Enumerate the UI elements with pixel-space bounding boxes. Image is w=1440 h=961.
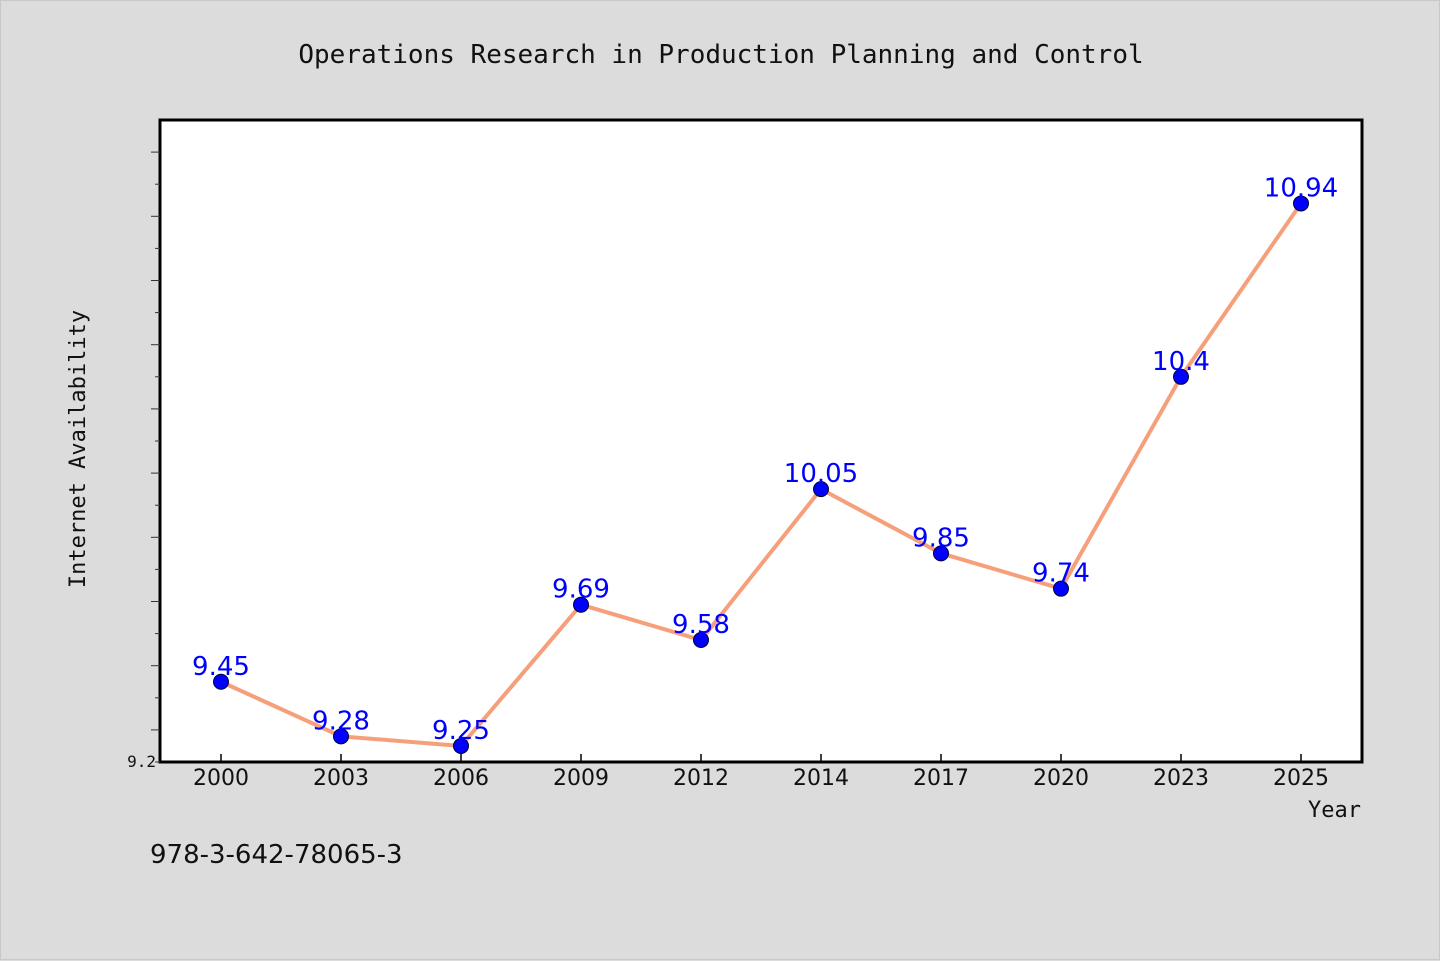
data-point (1053, 580, 1069, 597)
data-label: 9.69 (552, 575, 610, 605)
y-axis-ticks: 9.2 (127, 151, 160, 771)
data-point (573, 596, 589, 613)
data-point (693, 632, 709, 649)
y-tick-label: 9.2 (127, 752, 156, 771)
x-tick-label: 2025 (1273, 766, 1329, 791)
data-label: 9.25 (432, 716, 490, 746)
x-tick-label: 2003 (313, 766, 369, 791)
plot-area (158, 118, 1364, 764)
x-tick-label: 2020 (1033, 766, 1089, 791)
data-points (213, 195, 1309, 754)
data-point (333, 728, 349, 745)
data-label: 9.74 (1032, 559, 1090, 589)
data-label: 9.28 (312, 706, 370, 736)
isbn-footnote: 978-3-642-78065-3 (150, 840, 403, 870)
x-tick-label: 2023 (1153, 766, 1209, 791)
data-labels: 9.45 9.28 9.25 9.69 9.58 10.05 9.85 9.74 10.4 10.… (192, 173, 1338, 745)
data-label: 9.85 (912, 523, 970, 553)
x-tick-label: 2012 (673, 766, 729, 791)
x-axis-ticks: 2000 2003 2006 2009 2012 2014 2017 2020 2023 2025 (193, 754, 1329, 791)
data-point (213, 673, 229, 690)
data-label: 9.58 (672, 610, 730, 640)
x-tick-label: 2006 (433, 766, 489, 791)
data-point (453, 737, 469, 754)
data-point (1173, 368, 1189, 385)
data-label: 10.4 (1152, 347, 1210, 377)
x-tick-label: 2014 (793, 766, 849, 791)
data-point (933, 545, 949, 562)
x-tick-label: 2009 (553, 766, 609, 791)
x-axis-title: Year (1308, 798, 1361, 823)
chart-title: Operations Research in Production Planni… (298, 40, 1143, 70)
data-point (1293, 195, 1309, 212)
data-label: 10.94 (1264, 173, 1338, 203)
data-label: 9.45 (192, 652, 250, 682)
data-label: 10.05 (784, 459, 858, 489)
x-tick-label: 2000 (193, 766, 249, 791)
series-line (220, 202, 1303, 748)
data-point (813, 481, 829, 498)
y-axis-title: Internet Availability (66, 310, 91, 588)
x-tick-label: 2017 (913, 766, 969, 791)
